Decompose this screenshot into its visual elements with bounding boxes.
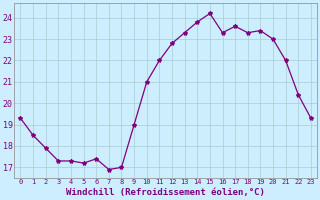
X-axis label: Windchill (Refroidissement éolien,°C): Windchill (Refroidissement éolien,°C) bbox=[66, 188, 265, 197]
